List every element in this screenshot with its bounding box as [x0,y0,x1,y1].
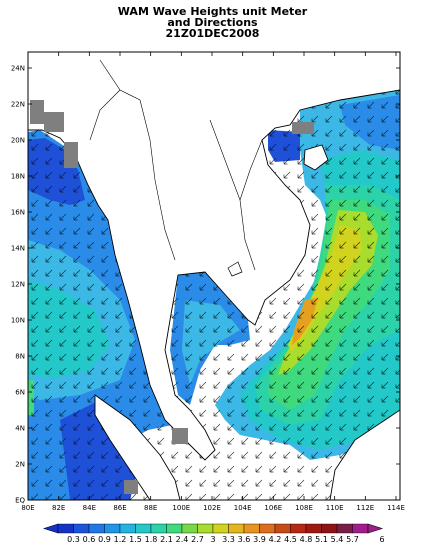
colorbar-label: 4.5 [284,535,297,544]
land-mask-cell [172,428,188,444]
tonle-sap-lake [227,261,243,277]
colorbar-label: 2.7 [191,535,204,544]
colorbar-label: 3.9 [253,535,266,544]
lat-label: 22N [11,101,25,109]
colorbar-swatch [336,523,353,534]
colorbar-swatch [150,523,167,534]
colorbar-label: 3.6 [238,535,251,544]
colorbar-label: 1.2 [114,535,127,544]
colorbar-swatch [352,523,369,534]
wave-field [28,52,400,500]
lon-label: 102E [203,504,221,512]
colorbar-label: 4.2 [269,535,282,544]
lat-label: 16N [11,209,25,217]
land-hainan [303,144,329,171]
colorbar-swatch [305,523,322,534]
map-title-line1: WAM Wave Heights unit Meter [117,5,308,18]
lat-label: 4N [15,425,25,433]
colorbar-swatch [290,523,307,534]
colorbar-label: 2.4 [176,535,189,544]
colorbar-label: 5.4 [331,535,344,544]
map-title-line3: 21Z01DEC2008 [165,27,260,40]
colorbar-label: 1.5 [129,535,142,544]
lon-label: 100E [172,504,190,512]
colorbar-label: 0.6 [83,535,96,544]
lat-label: 6N [15,389,25,397]
map-frame-border [27,51,401,501]
colorbar-label: 5.7 [346,535,359,544]
colorbar-swatch [166,523,183,534]
colorbar-swatch [181,523,198,534]
lon-label: 112E [356,504,374,512]
lon-label: 114E [387,504,405,512]
lon-label: 88E [144,504,157,512]
colorbar-label: 2.1 [160,535,173,544]
colorbar: 0.3 0.6 0.9 1.2 1.5 1.8 2.1 2.4 2.7 3 3.3 3.6 3.9 4.2… [43,523,385,544]
land-borneo [329,409,400,500]
colorbar-label: 3 [210,535,215,544]
colorbar-swatch [57,523,74,534]
colorbar-label: 0.3 [67,535,80,544]
lat-label: 20N [11,137,25,145]
land-mask-cell [292,122,314,134]
land-mask-cell [124,480,138,494]
land-mask-cell [30,100,44,124]
lon-label: 110E [326,504,344,512]
map-title-line2: and Directions [167,16,258,29]
colorbar-swatch [259,523,276,534]
lat-label: 10N [11,317,25,325]
lon-label: 108E [295,504,313,512]
colorbar-swatch [73,523,90,534]
colorbar-label: 1.8 [145,535,158,544]
lon-label: 80E [21,504,34,512]
colorbar-swatch [88,523,105,534]
colorbar-label: 3.3 [222,535,235,544]
lon-label: 86E [113,504,126,512]
colorbar-label: 4.8 [300,535,313,544]
lon-label: 104E [234,504,252,512]
lon-label: 82E [52,504,65,512]
colorbar-swatch [212,523,229,534]
colorbar-low-arrow [43,523,59,534]
latitude-axis: 24N 22N 20N 18N 16N 14N 12N 10N 8N 6N 4N 2N EQ [11,65,400,505]
colorbar-swatch [197,523,214,534]
lat-label: 24N [11,65,25,73]
colorbar-swatch [243,523,260,534]
lat-label: 14N [11,245,25,253]
land-mask-cell [64,142,78,168]
lon-label: 106E [264,504,282,512]
colorbar-swatch [135,523,152,534]
land-sumatra [94,394,181,500]
colorbar-label: 6 [379,535,384,544]
colorbar-label: 5.1 [315,535,328,544]
lat-label: 2N [15,461,25,469]
lat-label: 8N [15,353,25,361]
land-mask-cell [44,112,64,132]
lat-label: 12N [11,281,25,289]
lon-label: 84E [83,504,96,512]
lat-label: EQ [15,497,25,505]
land-india-myanmar-thailand [28,52,400,461]
colorbar-high-arrow [367,523,383,534]
colorbar-swatch [104,523,121,534]
colorbar-swatch [119,523,136,534]
colorbar-swatch [228,523,245,534]
colorbar-label: 0.9 [98,535,111,544]
longitude-axis: 80E 82E 84E 86E 88E 100E 102E 104E 106E 108E 110E 1… [21,52,405,512]
country-borders [89,59,263,271]
colorbar-swatch [274,523,291,534]
colorbar-swatch [321,523,338,534]
lat-label: 18N [11,173,25,181]
